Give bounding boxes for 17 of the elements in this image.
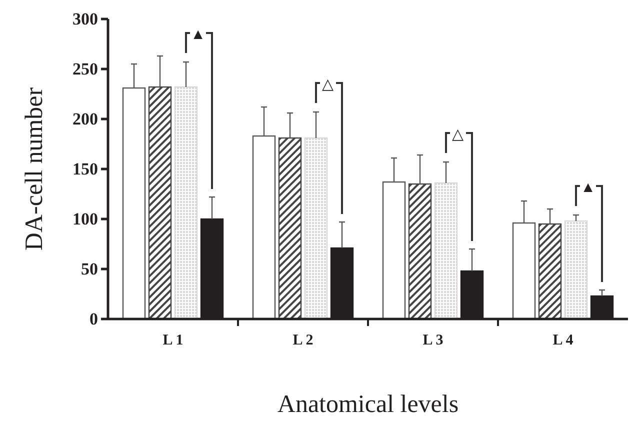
y-tick-label: 150 xyxy=(72,159,98,178)
y-tick-label: 300 xyxy=(72,9,98,28)
y-tick-label: 50 xyxy=(81,259,98,278)
y-tick-label: 0 xyxy=(90,309,98,328)
x-tick-label: L 3 xyxy=(422,332,444,349)
annotation: △ xyxy=(322,77,334,93)
x-tick-label: L 2 xyxy=(292,332,314,349)
annotation: △ xyxy=(452,127,464,143)
y-tick-label: 100 xyxy=(72,209,98,228)
annotation: ▲ xyxy=(580,180,596,196)
x-axis-title: Anatomical levels xyxy=(277,391,459,418)
y-axis-title: DA-cell number xyxy=(21,86,48,251)
y-tick-label: 200 xyxy=(72,109,98,128)
x-tick-label: L 4 xyxy=(552,332,574,349)
x-tick-label: L 1 xyxy=(162,332,184,349)
y-tick-label: 250 xyxy=(72,59,98,78)
annotation: ▲ xyxy=(190,27,206,43)
